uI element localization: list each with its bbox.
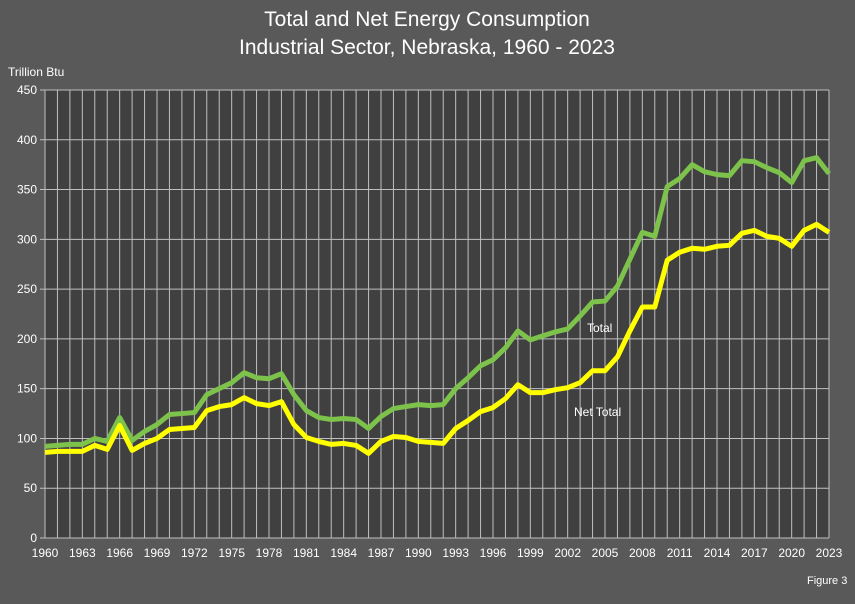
x-tick-label: 1969	[144, 546, 171, 560]
series-lines	[44, 155, 831, 456]
y-ticks: 0 50 100 150 200 250 300 350 400 450	[17, 83, 37, 545]
y-tick-label: 200	[17, 332, 37, 346]
series-line-total	[44, 155, 831, 449]
x-ticks: 1960 1963 1966 1969 1972 1975 1978 1981 1984 1987…	[32, 546, 843, 560]
x-tick-label: 2011	[667, 546, 693, 560]
figure-label: Figure 3	[807, 575, 847, 587]
y-tick-label: 250	[17, 282, 37, 296]
gridlines	[40, 89, 830, 539]
y-tick-label: 300	[17, 232, 37, 246]
x-tick-label: 1972	[181, 546, 208, 560]
x-tick-label: 2017	[741, 546, 768, 560]
x-tick-label: 1996	[480, 546, 507, 560]
x-tick-label: 2005	[592, 546, 619, 560]
y-tick-label: 50	[24, 481, 38, 495]
x-tick-label: 2014	[704, 546, 731, 560]
series-label-total: Total	[587, 321, 612, 335]
x-tick-label: 1963	[69, 546, 96, 560]
x-tick-label: 1966	[106, 546, 133, 560]
x-tick-label: 1993	[442, 546, 469, 560]
y-tick-label: 0	[30, 531, 37, 545]
chart-subtitle: Industrial Sector, Nebraska, 1960 - 2023	[239, 36, 615, 59]
series-line-net-total	[44, 221, 831, 456]
x-tick-label: 1999	[517, 546, 544, 560]
x-tick-label: 1987	[368, 546, 395, 560]
y-tick-label: 450	[17, 83, 37, 97]
chart-title: Total and Net Energy Consumption	[264, 8, 590, 31]
x-tick-label: 1990	[405, 546, 432, 560]
y-tick-label: 350	[17, 183, 37, 197]
x-tick-label: 2002	[554, 546, 581, 560]
x-tick-label: 1975	[218, 546, 245, 560]
x-tick-label: 1984	[330, 546, 357, 560]
y-tick-label: 150	[17, 382, 37, 396]
x-tick-label: 1960	[32, 546, 59, 560]
x-tick-label: 1978	[256, 546, 283, 560]
plot-area	[45, 90, 829, 538]
y-axis-label: Trillion Btu	[8, 65, 64, 79]
y-tick-label: 400	[17, 133, 37, 147]
y-tick-label: 100	[17, 431, 37, 445]
x-tick-label: 2020	[778, 546, 805, 560]
x-tick-label: 2023	[816, 546, 843, 560]
x-tick-label: 2008	[629, 546, 656, 560]
series-label-net-total: Net Total	[574, 405, 621, 419]
x-tick-label: 1981	[293, 546, 320, 560]
